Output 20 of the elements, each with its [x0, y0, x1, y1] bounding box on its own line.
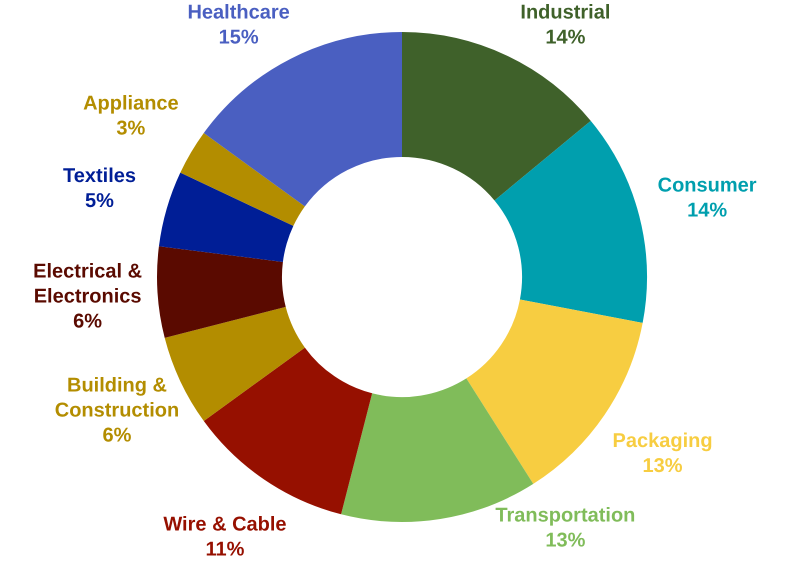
- data-label: 14%: [545, 26, 586, 48]
- data-label: 13%: [545, 530, 586, 552]
- data-label: 14%: [687, 200, 728, 222]
- slice-label: Healthcare: [187, 1, 290, 24]
- slice-label: Appliance: [83, 92, 179, 115]
- data-label: 5%: [85, 190, 114, 212]
- data-label: 15%: [218, 26, 259, 48]
- slice-label: Wire & Cable: [163, 514, 287, 536]
- data-label: 6%: [73, 310, 102, 332]
- data-label: 13%: [642, 455, 683, 478]
- data-label: 3%: [116, 118, 146, 140]
- slice-label: Packaging: [612, 430, 713, 452]
- slice-label: Electrical & Electronics: [33, 260, 142, 308]
- slice-label: Industrial: [520, 1, 610, 24]
- slice-label: Textiles: [63, 165, 136, 188]
- slice-label: Building & Construction: [54, 374, 180, 422]
- data-label: 11%: [205, 538, 245, 561]
- data-label: 6%: [102, 424, 132, 447]
- slice-label: Transportation: [495, 504, 636, 527]
- slice-label: Consumer: [658, 174, 757, 197]
